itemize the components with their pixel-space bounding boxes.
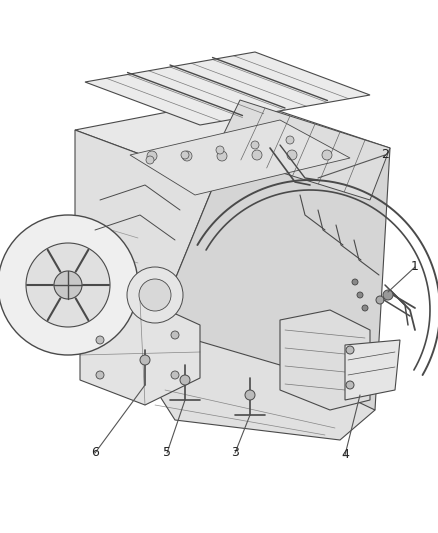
Circle shape bbox=[182, 151, 192, 161]
Circle shape bbox=[146, 156, 154, 164]
Circle shape bbox=[217, 151, 227, 161]
Circle shape bbox=[54, 271, 82, 299]
Circle shape bbox=[287, 150, 297, 160]
Circle shape bbox=[245, 390, 255, 400]
Text: 1: 1 bbox=[411, 261, 419, 273]
Circle shape bbox=[216, 146, 224, 154]
Circle shape bbox=[140, 355, 150, 365]
Circle shape bbox=[139, 279, 171, 311]
Circle shape bbox=[127, 267, 183, 323]
Polygon shape bbox=[85, 52, 370, 125]
Circle shape bbox=[26, 243, 110, 327]
Circle shape bbox=[352, 279, 358, 285]
Polygon shape bbox=[280, 310, 370, 410]
Circle shape bbox=[346, 381, 354, 389]
Circle shape bbox=[383, 290, 393, 300]
Circle shape bbox=[96, 371, 104, 379]
Circle shape bbox=[181, 151, 189, 159]
Circle shape bbox=[180, 375, 190, 385]
Circle shape bbox=[171, 371, 179, 379]
Circle shape bbox=[322, 150, 332, 160]
Polygon shape bbox=[75, 130, 215, 365]
Polygon shape bbox=[80, 300, 200, 405]
Circle shape bbox=[286, 136, 294, 144]
Text: 3: 3 bbox=[231, 447, 239, 459]
Circle shape bbox=[0, 215, 138, 355]
Polygon shape bbox=[345, 340, 400, 400]
Text: 5: 5 bbox=[163, 447, 171, 459]
Circle shape bbox=[251, 141, 259, 149]
Polygon shape bbox=[130, 120, 350, 195]
Polygon shape bbox=[140, 148, 390, 410]
Polygon shape bbox=[75, 98, 390, 182]
Text: 2: 2 bbox=[381, 149, 389, 161]
Circle shape bbox=[171, 331, 179, 339]
Circle shape bbox=[147, 151, 157, 161]
Circle shape bbox=[376, 296, 384, 304]
Polygon shape bbox=[215, 100, 390, 200]
Text: 4: 4 bbox=[341, 448, 349, 462]
Circle shape bbox=[96, 336, 104, 344]
Circle shape bbox=[252, 150, 262, 160]
Circle shape bbox=[357, 292, 363, 298]
Polygon shape bbox=[140, 340, 375, 440]
Circle shape bbox=[362, 305, 368, 311]
Circle shape bbox=[346, 346, 354, 354]
Text: 6: 6 bbox=[91, 447, 99, 459]
